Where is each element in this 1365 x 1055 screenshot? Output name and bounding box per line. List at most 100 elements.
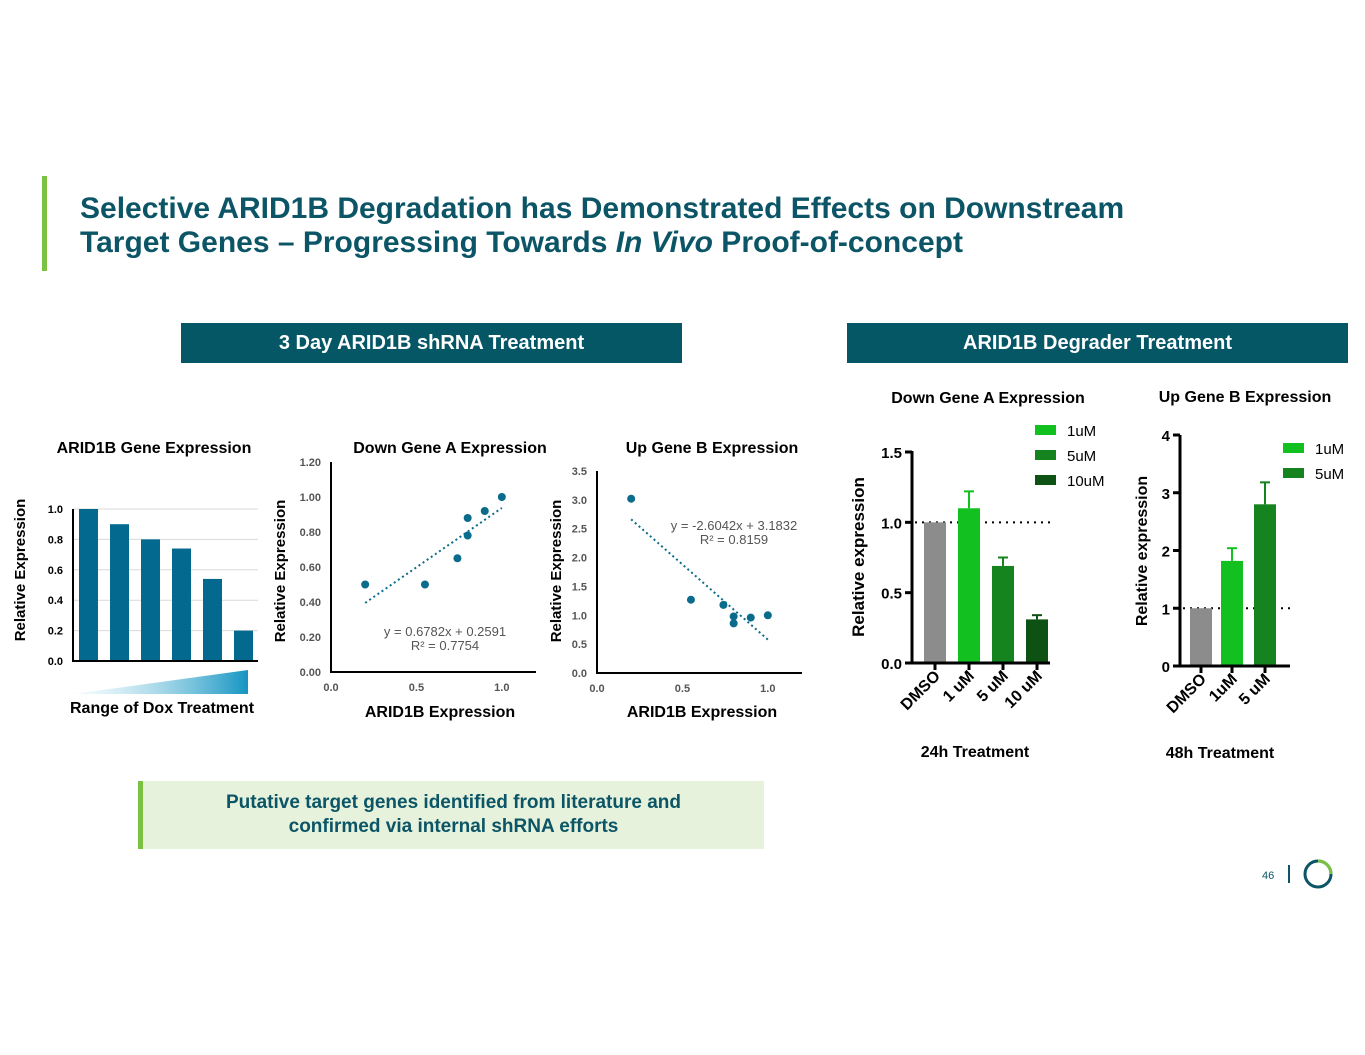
chart2-point bbox=[463, 531, 472, 540]
chart1-bar bbox=[141, 539, 160, 661]
chart2-xtick: 0.5 bbox=[409, 682, 424, 694]
section-header-shrna: 3 Day ARID1B shRNA Treatment bbox=[181, 323, 682, 363]
chart4-legend-swatch bbox=[1035, 450, 1056, 460]
chart3-ytick: 3.0 bbox=[572, 495, 587, 507]
chart3-ytick: 0.5 bbox=[572, 639, 587, 651]
chart2-point bbox=[361, 580, 370, 589]
chart1-bar bbox=[172, 548, 191, 661]
chart5-ytick: 4 bbox=[1162, 428, 1171, 445]
title-line-2: Target Genes – Progressing Towards In Vi… bbox=[80, 226, 1280, 260]
chart2-ytick: 0.00 bbox=[300, 667, 321, 679]
callout-box: Putative target genes identified from li… bbox=[138, 781, 764, 849]
chart-down-gene-a-degrader: Down Gene A Expression Relative expressi… bbox=[849, 390, 1105, 761]
chart2-ytick: 0.20 bbox=[300, 632, 321, 644]
chart2-ytick: 0.40 bbox=[300, 597, 321, 609]
chart4-legend-label: 10uM bbox=[1067, 473, 1105, 490]
chart5-ylabel: Relative expression bbox=[1134, 476, 1151, 626]
chart1-ytick: 0.0 bbox=[48, 656, 63, 668]
chart2-point bbox=[463, 514, 472, 522]
chart4-legend-swatch bbox=[1035, 425, 1056, 435]
chart1-ytick: 0.4 bbox=[48, 595, 64, 607]
callout-line-2: confirmed via internal shRNA efforts bbox=[288, 816, 619, 837]
chart2-ytick: 0.80 bbox=[300, 527, 321, 539]
callout-line-1: Putative target genes identified from li… bbox=[225, 792, 682, 813]
chart5-category: DMSO bbox=[1164, 671, 1210, 717]
chart3-trendline bbox=[630, 518, 769, 641]
chart3-xlabel: ARID1B Expression bbox=[627, 704, 777, 721]
chart2-xtick: 1.0 bbox=[494, 682, 509, 694]
page-separator bbox=[1288, 865, 1290, 883]
chart5-title: Up Gene B Expression bbox=[1159, 389, 1332, 406]
title-line-1: Selective ARID1B Degradation has Demonst… bbox=[80, 192, 1125, 225]
chart1-bar bbox=[79, 509, 98, 661]
chart3-point bbox=[763, 611, 772, 620]
chart2-point bbox=[420, 580, 429, 589]
chart3-xtick: 0.0 bbox=[589, 683, 604, 695]
dox-gradient-wedge bbox=[73, 670, 248, 694]
chart5-ytick: 2 bbox=[1162, 544, 1170, 561]
chart1-title: ARID1B Gene Expression bbox=[57, 440, 252, 457]
chart1-ytick: 0.6 bbox=[48, 565, 63, 577]
chart3-xtick: 1.0 bbox=[760, 683, 775, 695]
chart4-legend-swatch bbox=[1035, 475, 1056, 485]
chart4-category: 10 uM bbox=[1002, 668, 1046, 712]
chart2-ytick: 1.00 bbox=[300, 492, 321, 504]
chart2-point bbox=[480, 507, 489, 515]
chart1-ylabel: Relative Expression bbox=[12, 499, 29, 642]
chart3-equation: y = -2.6042x + 3.1832 bbox=[671, 518, 797, 533]
chart4-legend-label: 1uM bbox=[1067, 423, 1096, 440]
chart3-point bbox=[686, 595, 695, 604]
chart4-ytick: 1.5 bbox=[881, 445, 902, 462]
chart4-title: Down Gene A Expression bbox=[891, 390, 1085, 407]
chart4-category: 1 uM bbox=[940, 668, 978, 706]
slide-title: Selective ARID1B Degradation has Demonst… bbox=[80, 192, 1280, 260]
chart3-ytick: 1.0 bbox=[572, 610, 587, 622]
chart2-xtick: 0.0 bbox=[323, 682, 338, 694]
chart3-ytick: 3.5 bbox=[572, 466, 587, 478]
chart3-ytick: 0.0 bbox=[572, 668, 587, 680]
chart5-category: 1uM bbox=[1206, 671, 1241, 706]
chart-down-gene-a-shrna: Down Gene A Expression Relative Expressi… bbox=[272, 440, 547, 721]
chart5-ytick: 3 bbox=[1162, 486, 1170, 503]
chart5-category: 5 uM bbox=[1236, 671, 1274, 709]
chart5-bar bbox=[1254, 504, 1276, 666]
title-in-vivo: In Vivo bbox=[615, 226, 713, 259]
chart5-legend-swatch bbox=[1283, 468, 1304, 478]
chart4-category: DMSO bbox=[898, 668, 944, 714]
chart2-point bbox=[453, 554, 462, 563]
chart5-legend-label: 5uM bbox=[1315, 466, 1344, 483]
dox-range-label: Range of Dox Treatment bbox=[70, 700, 255, 717]
chart4-treatment-label: 24h Treatment bbox=[921, 744, 1030, 761]
chart3-point bbox=[746, 613, 755, 622]
chart2-title: Down Gene A Expression bbox=[353, 440, 547, 457]
chart3-title: Up Gene B Expression bbox=[626, 440, 799, 457]
chart4-ytick: 1.0 bbox=[881, 515, 902, 532]
chart4-ytick: 0.5 bbox=[881, 586, 902, 603]
chart3-ylabel: Relative Expression bbox=[548, 500, 565, 643]
chart1-bar bbox=[110, 524, 129, 661]
chart3-point bbox=[627, 494, 636, 503]
chart3-ytick: 2.0 bbox=[572, 553, 587, 565]
chart1-ytick: 0.8 bbox=[48, 534, 63, 546]
chart5-bar bbox=[1221, 560, 1243, 666]
chart2-equation: y = 0.6782x + 0.2591 bbox=[384, 624, 506, 639]
chart4-bar bbox=[1026, 619, 1048, 663]
chart1-ytick: 0.2 bbox=[48, 626, 63, 638]
chart5-bar bbox=[1190, 608, 1212, 666]
chart-up-gene-b-degrader: Up Gene B Expression Relative expression… bbox=[1134, 389, 1344, 762]
chart4-legend-label: 5uM bbox=[1067, 448, 1096, 465]
title-accent-bar bbox=[42, 176, 47, 271]
title-line-2-post: Proof-of-concept bbox=[712, 226, 963, 259]
chart5-legend-swatch bbox=[1283, 443, 1304, 453]
chart4-bar bbox=[924, 522, 946, 663]
chart5-ytick: 1 bbox=[1162, 601, 1170, 618]
chart2-ytick: 1.20 bbox=[300, 457, 321, 469]
chart4-ytick: 0.0 bbox=[881, 656, 902, 673]
chart2-trendline bbox=[364, 507, 503, 604]
chart3-point bbox=[729, 612, 738, 621]
chart4-ylabel: Relative expression bbox=[849, 477, 868, 637]
chart2-point bbox=[497, 493, 506, 501]
company-logo-icon bbox=[1303, 859, 1333, 889]
section-header-degrader: ARID1B Degrader Treatment bbox=[847, 323, 1348, 363]
